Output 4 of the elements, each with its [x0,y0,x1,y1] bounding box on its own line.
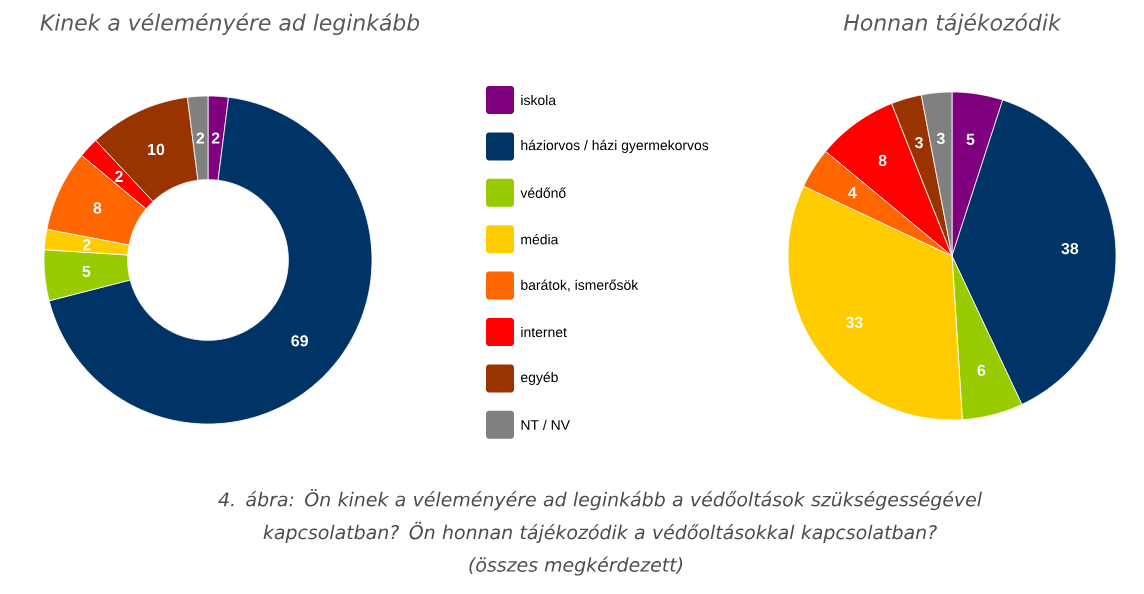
text: 4. ábra: Ön kinek a véleményére ad leginkább a védőoltások szükségességével kapcsolatban? Ön honnan tájékozódik a védőoltásokkal kapcsolatban? [218,488,982,544]
chart-title: Kinek a véleményére ad leginkább [40,12,420,36]
chart-title: Honnan tájékozódik [843,12,1062,36]
text: (összes megkérdezett) [469,556,683,576]
